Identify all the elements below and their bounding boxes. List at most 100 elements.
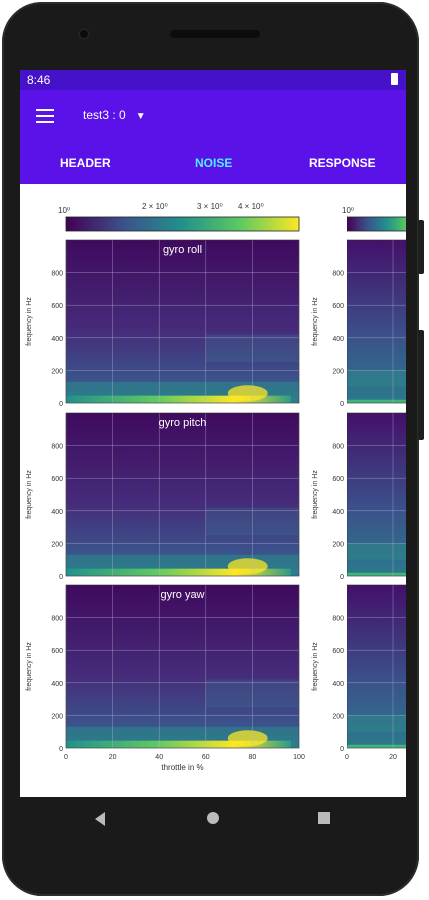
colorbar [65, 216, 300, 232]
noise-band-bright [66, 395, 291, 403]
right-ytick-label: 600 [332, 476, 344, 483]
right-ytick-label: 200 [332, 368, 344, 375]
ytick-label: 200 [51, 368, 63, 375]
right-xtick-label: 0 [345, 754, 349, 761]
right-ytick-label: 800 [332, 616, 344, 623]
ytick-label: 800 [51, 444, 63, 451]
right-heatmap-background [347, 240, 406, 403]
noise-peak [227, 558, 268, 575]
ytick-label: 400 [51, 509, 63, 516]
right-noise-band [347, 370, 406, 387]
right-ytick-label: 600 [332, 303, 344, 310]
ylabel: frequency in Hz [26, 297, 33, 346]
status-time: 8:46 [27, 73, 51, 87]
right-ytick-label: 600 [332, 648, 344, 655]
right-noise-base [347, 572, 406, 576]
right-ytick-label: 400 [332, 509, 344, 516]
navigation-bar [20, 797, 406, 847]
ytick-label: 600 [51, 303, 63, 310]
tab-bar: HEADER NOISE RESPONSE [20, 148, 406, 184]
right-axes-frame [347, 584, 406, 749]
tab-header[interactable]: HEADER [60, 156, 111, 170]
right-ytick-label: 400 [332, 681, 344, 688]
ytick-label: 600 [51, 476, 63, 483]
right-heatmap-background [347, 585, 406, 748]
noise-heatmap-figure: 10⁰ 2 × 10⁰ 3 × 10⁰ 4 × 10⁰ 020040060080… [26, 202, 406, 772]
heatmap-background [66, 413, 299, 576]
ytick-label: 400 [51, 681, 63, 688]
panel-title: gyro yaw [160, 589, 204, 601]
right-ytick-label: 0 [340, 574, 344, 581]
ytick-label: 400 [51, 336, 63, 343]
xtick-label: 20 [109, 754, 117, 761]
xtick-label: 100 [293, 754, 305, 761]
right-axes-frame [347, 412, 406, 577]
panel-title: gyro pitch [159, 417, 207, 429]
right-heatmap-panel-3 [347, 584, 406, 749]
xtick-label: 80 [249, 754, 257, 761]
ytick-label: 0 [59, 401, 63, 408]
ylabel: frequency in Hz [26, 470, 33, 519]
front-camera [78, 28, 90, 40]
dropdown-arrow-icon: ▼ [135, 111, 146, 122]
right-noise-band [347, 715, 406, 732]
right-noise-base [347, 744, 406, 748]
ytick-label: 200 [51, 713, 63, 720]
home-icon[interactable] [206, 811, 220, 825]
ytick-label: 0 [59, 746, 63, 753]
right-ylabel: frequency in Hz [312, 297, 319, 346]
right-ytick-label: 0 [340, 746, 344, 753]
tab-response[interactable]: RESPONSE [309, 156, 376, 170]
right-colorbar-label: 10⁰ [342, 206, 354, 215]
axes-frame [65, 584, 300, 749]
battery-icon [391, 73, 398, 85]
noise-plot-area: 10⁰ 2 × 10⁰ 3 × 10⁰ 4 × 10⁰ 0 200 400 600 80… [20, 184, 406, 797]
file-selector-label: test3 : 0 [83, 108, 126, 122]
right-noise-base [347, 399, 406, 403]
axes-frame [65, 412, 300, 577]
right-ytick-label: 800 [332, 444, 344, 451]
status-bar: 8:46 [20, 70, 406, 90]
noise-peak [227, 730, 268, 747]
ylabel: frequency in Hz [26, 642, 33, 691]
right-xtick-label: 20 [389, 754, 397, 761]
noise-band-bright [66, 568, 291, 576]
right-column-plots [347, 216, 406, 749]
recents-icon[interactable] [317, 811, 331, 825]
right-ytick-label: 0 [340, 401, 344, 408]
heatmap-panel-1: 0 200 400 600 800 gyro roll frequency in Hz [26, 239, 300, 408]
right-heatmap-background [347, 413, 406, 576]
xtick-label: 60 [202, 754, 210, 761]
colorbar-label-2: 2 × 10⁰ [142, 202, 168, 211]
ytick-label: 800 [51, 271, 63, 278]
panel-title: gyro roll [163, 244, 202, 256]
heatmap-panel-3: 0 200 400 600 800 gyro yaw frequency in Hz 0 20 4… [26, 584, 305, 772]
menu-icon[interactable] [36, 109, 54, 123]
volume-button [418, 330, 424, 440]
xtick-label: 0 [64, 754, 68, 761]
tab-noise[interactable]: NOISE [195, 156, 233, 170]
earpiece-speaker [170, 30, 260, 38]
noise-peak [227, 385, 268, 402]
right-ytick-label: 800 [332, 271, 344, 278]
ytick-label: 800 [51, 616, 63, 623]
right-noise-band [347, 543, 406, 560]
right-axes-frame [347, 239, 406, 404]
right-ytick-label: 400 [332, 336, 344, 343]
axes-frame [65, 239, 300, 404]
noise-band-bright [66, 740, 291, 748]
ytick-label: 200 [51, 541, 63, 548]
file-selector[interactable]: test3 : 0 ▼ [83, 108, 146, 122]
app-bar: test3 : 0 ▼ HEADER NOISE RESPONSE [20, 90, 406, 184]
colorbar-label-3: 3 × 10⁰ [197, 202, 223, 211]
screen: 8:46 test3 : 0 ▼ HEADER NOISE RESPONSE [20, 70, 406, 797]
power-button [418, 220, 424, 274]
ytick-label: 0 [59, 574, 63, 581]
colorbar-label-min: 10⁰ [58, 206, 70, 215]
back-icon[interactable] [93, 811, 107, 827]
xtick-label: 40 [155, 754, 163, 761]
right-colorbar [347, 216, 406, 232]
colorbar-label-4: 4 × 10⁰ [238, 202, 264, 211]
ytick-label: 600 [51, 648, 63, 655]
